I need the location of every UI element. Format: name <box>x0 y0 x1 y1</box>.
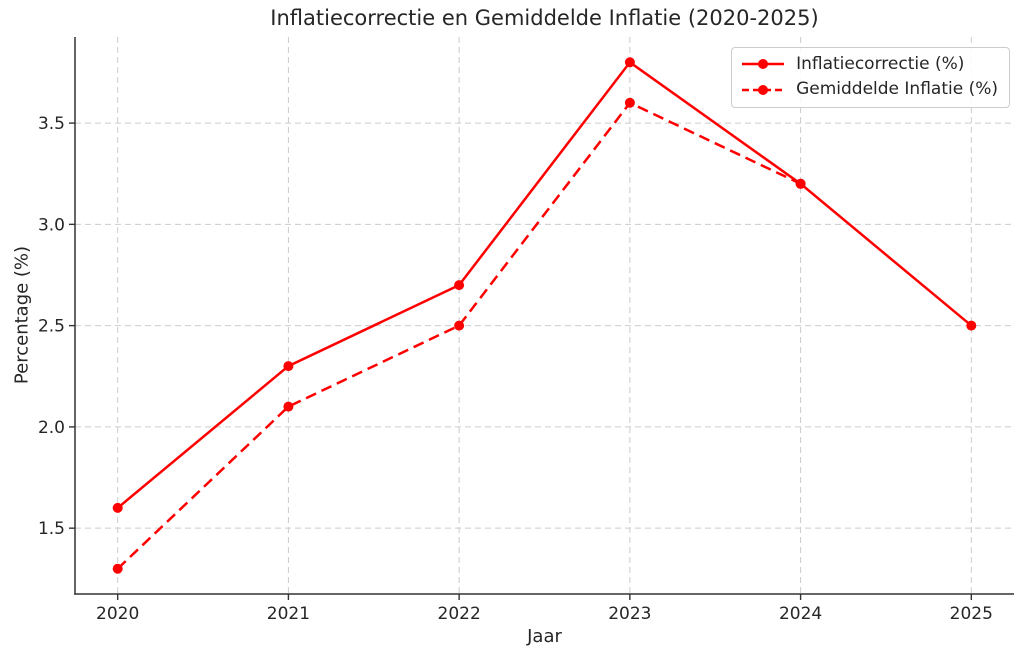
dashed-line-marker-icon <box>742 84 785 95</box>
series-line-inflatiecorrectie <box>116 60 973 509</box>
solid-line-marker-icon <box>742 59 785 70</box>
y-axis-label: Percentage (%) <box>11 245 33 385</box>
y-tick-label-3.0: 3.0 <box>38 215 65 235</box>
x-tick-label-2025: 2025 <box>950 604 993 624</box>
y-tick-label-1.5: 1.5 <box>38 519 65 539</box>
data-point-inflatiecorrectie-2020 <box>112 502 123 513</box>
gridlines <box>75 37 1014 594</box>
data-point-gemiddelde-inflatie-2024 <box>795 178 806 189</box>
x-tick-label-2024: 2024 <box>779 604 822 624</box>
data-point-gemiddelde-inflatie-2021 <box>283 401 294 412</box>
y-tick-label-3.5: 3.5 <box>38 114 65 134</box>
data-point-inflatiecorrectie-2023 <box>624 57 635 68</box>
series-line-gemiddelde-inflatie <box>116 101 802 570</box>
legend: Inflatiecorrectie (%) Gemiddelde Inflati… <box>731 47 1010 108</box>
data-point-inflatiecorrectie-2025 <box>966 320 977 331</box>
chart-title: Inflatiecorrectie en Gemiddelde Inflatie… <box>270 6 819 30</box>
data-point-gemiddelde-inflatie-2023 <box>624 97 635 108</box>
x-tick-label-2021: 2021 <box>267 604 310 624</box>
x-tick-label-2022: 2022 <box>438 604 481 624</box>
y-tick-labels: 1.5 2.0 2.5 3.0 3.5 <box>38 114 65 539</box>
axes-spines <box>74 37 1014 595</box>
x-tick-label-2023: 2023 <box>608 604 651 624</box>
data-point-gemiddelde-inflatie-2022 <box>454 320 465 331</box>
legend-label-inflatiecorrectie: Inflatiecorrectie (%) <box>796 54 965 74</box>
tick-marks <box>69 122 973 600</box>
legend-item-gemiddelde-inflatie: Gemiddelde Inflatie (%) <box>741 79 998 99</box>
data-point-inflatiecorrectie-2022 <box>454 280 465 291</box>
y-tick-label-2.5: 2.5 <box>38 317 65 337</box>
x-axis-label: Jaar <box>527 626 562 647</box>
x-tick-label-2020: 2020 <box>96 604 139 624</box>
data-point-gemiddelde-inflatie-2020 <box>112 563 123 574</box>
series-inflatiecorrectie <box>112 57 977 513</box>
legend-label-gemiddelde-inflatie: Gemiddelde Inflatie (%) <box>796 79 998 100</box>
series-gemiddelde-inflatie <box>112 97 806 574</box>
y-tick-label-2.0: 2.0 <box>38 418 65 438</box>
legend-item-inflatiecorrectie: Inflatiecorrectie (%) <box>741 54 998 74</box>
data-point-inflatiecorrectie-2021 <box>283 361 294 372</box>
x-tick-labels: 2020 2021 2022 2023 2024 2025 <box>96 604 993 624</box>
